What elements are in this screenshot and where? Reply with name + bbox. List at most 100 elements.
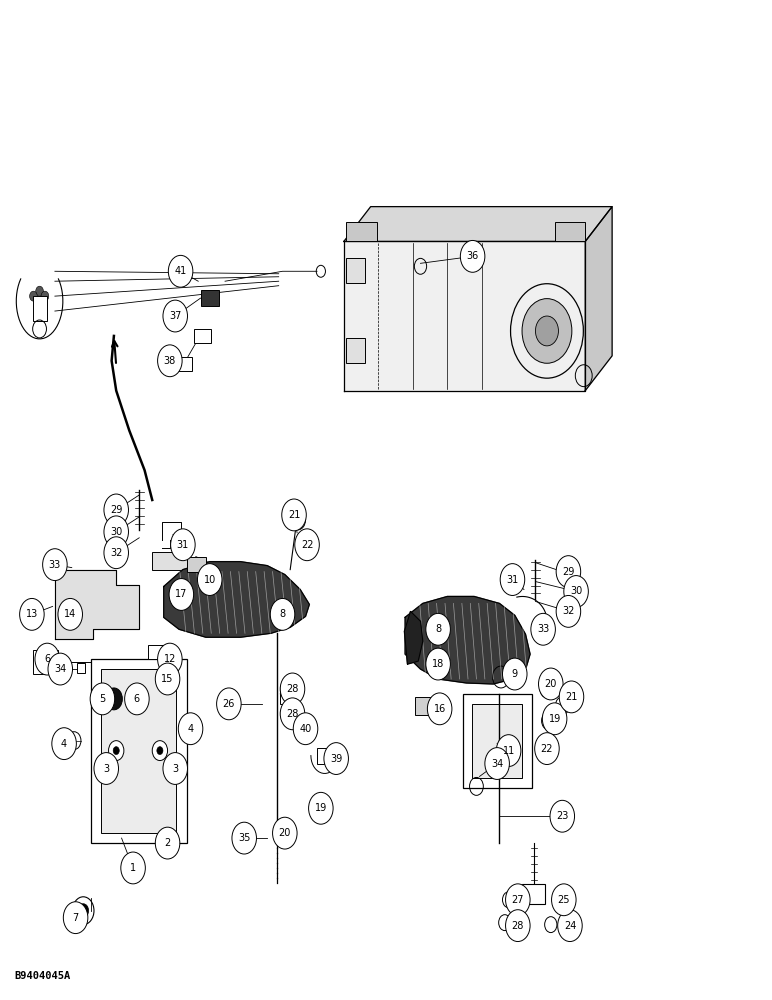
Text: 19: 19: [315, 803, 327, 813]
Text: 17: 17: [175, 589, 188, 599]
Text: 32: 32: [110, 548, 123, 558]
Text: 28: 28: [512, 921, 524, 931]
Bar: [346, 258, 365, 283]
Text: 6: 6: [44, 654, 50, 664]
Text: 15: 15: [161, 674, 174, 684]
Text: 2: 2: [164, 838, 171, 848]
Circle shape: [104, 516, 128, 548]
Text: 20: 20: [544, 679, 557, 689]
Text: 4: 4: [61, 739, 67, 749]
Circle shape: [557, 910, 582, 942]
Circle shape: [152, 741, 168, 761]
Bar: [346, 338, 365, 363]
Bar: [472, 704, 522, 778]
Text: 29: 29: [110, 505, 123, 515]
Circle shape: [506, 884, 530, 916]
Text: 11: 11: [503, 746, 515, 756]
Text: 22: 22: [540, 744, 554, 754]
Bar: [33, 650, 58, 674]
Circle shape: [295, 529, 320, 561]
Circle shape: [485, 748, 510, 779]
Circle shape: [280, 698, 305, 730]
Circle shape: [78, 904, 89, 918]
Text: 31: 31: [177, 540, 189, 550]
Circle shape: [531, 613, 555, 645]
Circle shape: [171, 529, 195, 561]
Text: B9404045A: B9404045A: [14, 971, 70, 981]
Bar: [77, 663, 85, 673]
Circle shape: [155, 827, 180, 859]
Text: 33: 33: [537, 624, 549, 634]
Bar: [91, 659, 187, 843]
Text: 6: 6: [134, 694, 140, 704]
Circle shape: [551, 884, 576, 916]
Text: 35: 35: [238, 833, 250, 843]
Circle shape: [130, 688, 147, 710]
Text: 34: 34: [491, 759, 503, 769]
Circle shape: [120, 852, 145, 884]
Text: 10: 10: [204, 575, 216, 585]
Text: 36: 36: [466, 251, 479, 261]
Ellipse shape: [536, 316, 558, 346]
Circle shape: [52, 728, 76, 760]
Circle shape: [309, 792, 333, 824]
Text: 26: 26: [222, 699, 235, 709]
Text: 1: 1: [130, 863, 136, 873]
Bar: [152, 552, 187, 570]
Circle shape: [535, 733, 559, 765]
Bar: [523, 884, 546, 904]
Polygon shape: [55, 570, 139, 639]
Bar: [148, 645, 173, 659]
Circle shape: [90, 683, 115, 715]
Circle shape: [198, 564, 222, 595]
Circle shape: [155, 663, 180, 695]
Bar: [101, 669, 176, 833]
Text: 7: 7: [73, 913, 79, 923]
Circle shape: [109, 741, 124, 761]
Text: 4: 4: [188, 724, 194, 734]
Text: 23: 23: [556, 811, 568, 821]
Circle shape: [157, 747, 163, 755]
Bar: [201, 290, 219, 306]
Text: 3: 3: [103, 764, 110, 774]
Text: 32: 32: [562, 606, 574, 616]
Text: 40: 40: [300, 724, 312, 734]
Bar: [346, 222, 377, 241]
Text: 19: 19: [548, 714, 560, 724]
Circle shape: [556, 595, 581, 627]
Circle shape: [496, 735, 521, 767]
Bar: [195, 329, 212, 343]
Circle shape: [36, 301, 43, 311]
Bar: [175, 357, 192, 371]
Circle shape: [426, 613, 450, 645]
Circle shape: [48, 653, 73, 685]
Circle shape: [503, 658, 527, 690]
Circle shape: [58, 598, 83, 630]
Circle shape: [42, 549, 67, 581]
Text: 22: 22: [301, 540, 313, 550]
Circle shape: [506, 910, 530, 942]
Circle shape: [104, 494, 128, 526]
Text: 30: 30: [110, 527, 122, 537]
Text: 37: 37: [169, 311, 181, 321]
Text: 29: 29: [562, 567, 574, 577]
Circle shape: [63, 902, 88, 934]
Text: 41: 41: [174, 266, 187, 276]
Bar: [554, 222, 585, 241]
Circle shape: [324, 743, 348, 774]
Text: 28: 28: [286, 684, 299, 694]
Circle shape: [428, 693, 452, 725]
Circle shape: [539, 668, 563, 700]
Polygon shape: [585, 207, 612, 391]
Bar: [462, 694, 532, 788]
Circle shape: [157, 345, 182, 377]
Bar: [415, 697, 434, 715]
Bar: [187, 557, 206, 572]
Circle shape: [41, 291, 49, 301]
Text: 5: 5: [100, 694, 106, 704]
Circle shape: [282, 499, 306, 531]
Circle shape: [29, 291, 37, 301]
Text: 16: 16: [434, 704, 445, 714]
Circle shape: [460, 240, 485, 272]
Circle shape: [556, 556, 581, 588]
